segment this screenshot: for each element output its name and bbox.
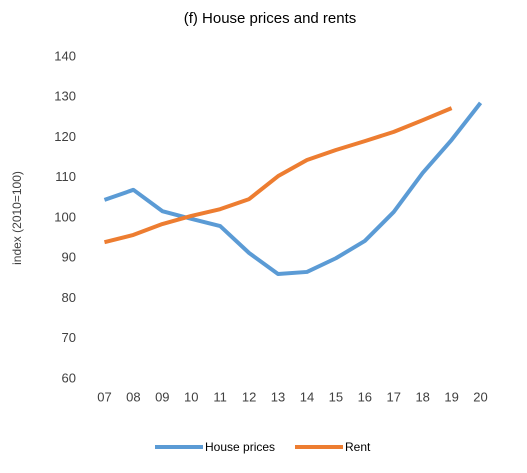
x-tick-label: 20 — [473, 389, 487, 404]
y-tick-label: 100 — [54, 209, 76, 224]
y-tick-label: 80 — [62, 290, 76, 305]
x-tick-label: 16 — [358, 389, 372, 404]
legend-label: House prices — [205, 440, 275, 454]
x-tick-label: 08 — [126, 389, 140, 404]
x-tick-label: 09 — [155, 389, 169, 404]
chart-title: (f) House prices and rents — [184, 10, 357, 27]
y-tick-label: 70 — [62, 330, 76, 345]
y-tick-label: 120 — [54, 129, 76, 144]
y-tick-label: 140 — [54, 48, 76, 63]
y-tick-label: 110 — [55, 169, 76, 184]
x-tick-label: 11 — [213, 389, 227, 404]
x-tick-label: 18 — [415, 389, 429, 404]
x-tick-label: 19 — [444, 389, 458, 404]
x-tick-label: 17 — [387, 389, 401, 404]
x-tick-label: 14 — [300, 389, 314, 404]
y-tick-label: 130 — [54, 89, 76, 104]
legend-label: Rent — [345, 440, 371, 454]
y-tick-label: 60 — [62, 370, 76, 385]
x-tick-label: 10 — [184, 389, 198, 404]
y-tick-label: 90 — [62, 250, 76, 265]
line-series — [103, 106, 453, 245]
x-tick-label: 15 — [329, 389, 343, 404]
line-series — [103, 101, 483, 276]
x-tick-label: 12 — [242, 389, 256, 404]
x-tick-label: 07 — [97, 389, 111, 404]
y-axis-label: index (2010=100) — [10, 171, 24, 265]
x-tick-label: 13 — [271, 389, 285, 404]
